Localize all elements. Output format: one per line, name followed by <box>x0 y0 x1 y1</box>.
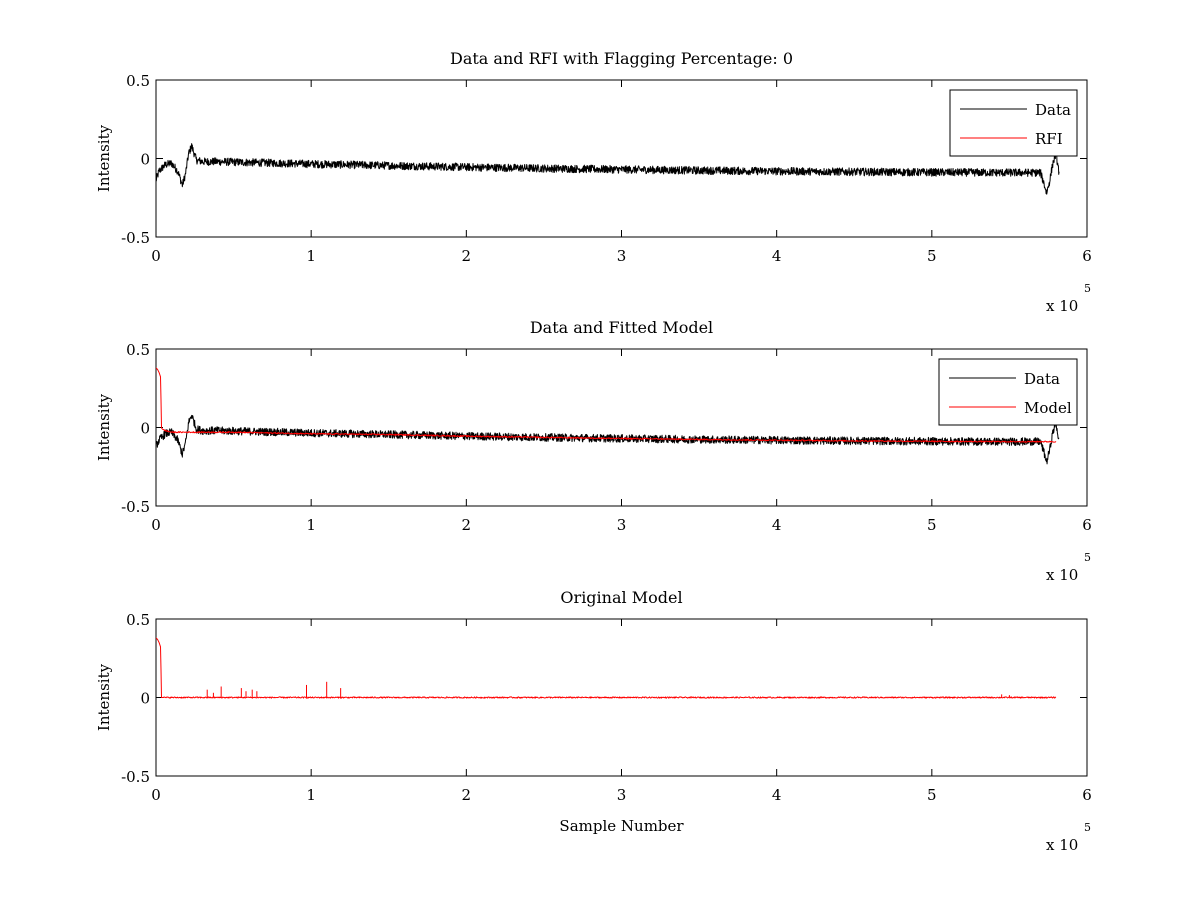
y-tick-label: 0 <box>140 690 150 708</box>
x-tick-label: 6 <box>1082 247 1092 265</box>
x-tick-label: 5 <box>927 247 937 265</box>
legend-label: RFI <box>1035 130 1063 148</box>
legend-label: Model <box>1024 399 1072 417</box>
axes-frame <box>155 79 1088 238</box>
x-tick-label: 5 <box>927 516 937 534</box>
series-group <box>156 637 1057 699</box>
series-line-data <box>156 143 1060 195</box>
x-multiplier-label: x 10 <box>1046 297 1078 315</box>
y-axis-label: Intensity <box>95 393 113 461</box>
y-tick-label: 0 <box>140 151 150 169</box>
y-tick-label: 0 <box>140 420 150 438</box>
x-multiplier-label: x 10 <box>1046 566 1078 584</box>
y-tick-label: 0.5 <box>126 341 150 359</box>
y-axis-label: Intensity <box>95 663 113 731</box>
subplot-1: Data and RFI with Flagging Percentage: 0… <box>95 49 1092 315</box>
plot-title: Data and Fitted Model <box>530 318 713 337</box>
legend-box <box>949 89 1078 157</box>
x-tick-label: 2 <box>462 786 472 804</box>
legend: Data Model <box>938 358 1078 426</box>
x-axis-label: Sample Number <box>559 817 684 835</box>
x-tick-label: 0 <box>151 516 161 534</box>
y-tick-label: 0.5 <box>126 611 150 629</box>
series-line-model <box>156 637 1057 699</box>
plot-title: Data and RFI with Flagging Percentage: 0 <box>450 49 793 68</box>
legend: Data RFI <box>949 89 1078 157</box>
series-group <box>156 367 1060 465</box>
x-tick-label: 2 <box>462 516 472 534</box>
x-tick-label: 0 <box>151 247 161 265</box>
x-tick-label: 3 <box>617 247 627 265</box>
x-tick-label: 6 <box>1082 786 1092 804</box>
x-tick-label: 5 <box>927 786 937 804</box>
x-tick-label: 0 <box>151 786 161 804</box>
y-tick-label: -0.5 <box>121 768 150 786</box>
x-multiplier-exponent: 5 <box>1084 821 1091 834</box>
x-tick-label: 1 <box>306 786 316 804</box>
legend-label: Data <box>1035 101 1071 119</box>
x-multiplier-exponent: 5 <box>1084 282 1091 295</box>
subplot-2: Data and Fitted Model Intensity 0 1 2 3 4 5 6 -0.… <box>95 318 1092 584</box>
series-line-model <box>156 367 1057 443</box>
x-multiplier-label: x 10 <box>1046 836 1078 854</box>
y-tick-label: -0.5 <box>121 229 150 247</box>
x-tick-label: 4 <box>772 786 782 804</box>
series-group <box>156 143 1060 195</box>
x-tick-label: 4 <box>772 247 782 265</box>
x-tick-label: 1 <box>306 516 316 534</box>
x-multiplier-exponent: 5 <box>1084 551 1091 564</box>
legend-label: Data <box>1024 370 1060 388</box>
y-tick-label: -0.5 <box>121 498 150 516</box>
x-tick-label: 3 <box>617 786 627 804</box>
x-tick-label: 1 <box>306 247 316 265</box>
legend-box <box>938 358 1078 426</box>
y-axis-label: Intensity <box>95 124 113 192</box>
x-tick-label: 3 <box>617 516 627 534</box>
x-tick-label: 2 <box>462 247 472 265</box>
y-tick-label: 0.5 <box>126 72 150 90</box>
plot-title: Original Model <box>560 588 682 607</box>
x-tick-label: 6 <box>1082 516 1092 534</box>
x-tick-label: 4 <box>772 516 782 534</box>
axes-frame <box>155 348 1088 507</box>
